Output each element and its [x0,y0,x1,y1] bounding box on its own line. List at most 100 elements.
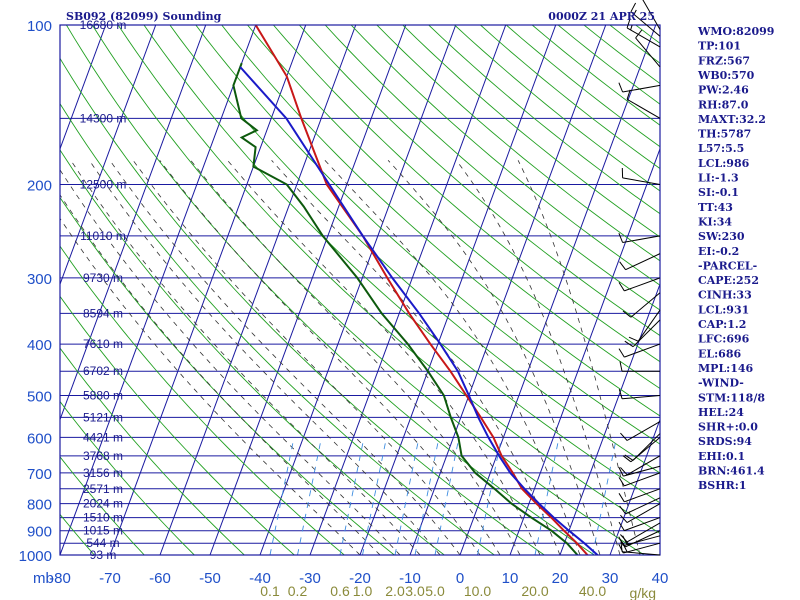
mixing-ratio-tick-label: 40.0 [579,583,606,599]
wind-barb [624,319,661,348]
index-value: KI:34 [698,215,732,228]
index-value: LCL:986 [698,157,750,170]
dry-adiabat-line [60,196,395,555]
moist-adiabat-line [324,160,581,555]
moist-adiabat-line [159,160,501,555]
wind-barb [621,167,661,186]
dry-adiabat-line [247,25,660,390]
height-label: 16680 m [80,18,127,32]
index-value: CAPE:252 [698,274,759,287]
temperature-tick-label: -70 [99,570,121,587]
dry-adiabat-line [506,25,660,148]
height-label: 7610 m [83,337,123,351]
temperature-tick-label: 10 [502,570,519,587]
wind-barb [626,89,661,119]
moist-adiabat-line [190,160,521,555]
isotherm-gridlines [60,25,660,555]
wind-barb [618,488,661,503]
index-value: CINH:33 [698,289,752,302]
height-label: 3156 m [83,466,123,480]
height-label: 9730 m [83,271,123,285]
mixing-ratio-line [339,437,365,555]
height-label: 5880 m [83,388,123,402]
dry-adiabat-line [221,25,660,417]
mixing-ratio-line [297,437,322,555]
index-value: SRDS:94 [698,435,752,448]
isotherm-line [60,25,257,555]
dry-adiabat-line [60,347,245,555]
temperature-tick-label: -40 [249,570,271,587]
wind-barb [618,465,661,477]
mixing-ratio-line [414,437,440,555]
mixing-ratio-line [362,437,387,555]
moist-adiabat-line [455,160,621,555]
index-value: LCL:931 [698,303,749,316]
wind-barb [619,253,661,271]
mixing-ratio-tick-label: 0.2 [288,583,308,599]
isotherm-line [409,25,607,555]
dry-adiabat-line [117,25,660,535]
moist-adiabat-line [70,160,421,555]
series-dewpoint [232,62,579,555]
dry-adiabat-line [60,57,545,555]
temperature-tick-labels: -80 -70 -60 -50 -40 -30 -20 -10 0 10 20 30 40 [49,570,668,587]
temperature-tick-label: -30 [299,570,321,587]
isobar-gridlines [60,24,660,556]
temperature-tick-label: 30 [602,570,619,587]
wind-barb [626,18,661,48]
mixing-ratio-line [269,437,295,555]
chart-title: SB092 (82099) Sounding [66,10,222,23]
pressure-tick-label: 500 [27,388,52,405]
height-label: 4421 m [83,430,123,444]
index-value: BRN:461.4 [698,465,765,478]
wind-barb [618,82,661,93]
pressure-tick-labels: 100 200 300 400 500 600 700 800 900 1000 [19,18,52,565]
moist-adiabats [60,160,641,555]
temperature-tick-label: -20 [349,570,371,587]
dry-adiabat-line [60,456,145,555]
wind-barb [622,437,661,463]
isotherm-line [309,25,507,555]
pressure-tick-label: 100 [27,18,52,35]
series-parcel [239,66,599,555]
moist-adiabat-line [60,217,361,555]
dry-adiabat-line [60,245,345,555]
moist-adiabat-line [271,160,561,555]
dry-adiabat-line [60,400,195,555]
plot-frame [59,24,661,556]
mixing-ratio-line [592,437,617,555]
dry-adiabat-line [531,25,660,126]
mixing-ratio-tick-label: 10.0 [464,583,491,599]
height-label: 6702 m [83,364,123,378]
mixing-ratio-line [534,437,560,555]
temperature-tick-label: -60 [149,570,171,587]
wind-barb [620,503,661,524]
dry-adiabat-line [402,25,660,238]
temperature-tick-label: 40 [652,570,669,587]
series-temperature [254,25,589,555]
mixing-ratio-tick-label: 2.0 [385,583,405,599]
isotherm-line [259,25,457,555]
wind-barb [618,233,661,243]
moist-adiabat-line [132,160,481,555]
mixing-ratio-lines [269,437,617,555]
index-value: BSHR:1 [698,479,747,492]
index-value: TP:101 [698,40,741,53]
wind-barb [618,343,661,358]
index-value: EL:686 [698,347,741,360]
wind-barb [622,292,661,318]
temperature-tick-label: 20 [552,570,569,587]
dry-adiabat-line [273,25,660,363]
index-value: LFC:696 [698,333,750,346]
height-label: 1510 m [83,511,123,525]
height-label: 3768 m [83,449,123,463]
dry-adiabat-line [376,25,660,262]
height-label: 11010 m [80,229,126,243]
chart-time: 0000Z 21 APR 25 [548,10,655,23]
isotherm-line [60,25,107,151]
wind-barb [628,309,661,342]
isotherm-line [159,25,357,555]
dry-adiabat-line [143,25,660,504]
dry-adiabat-line [350,25,660,286]
